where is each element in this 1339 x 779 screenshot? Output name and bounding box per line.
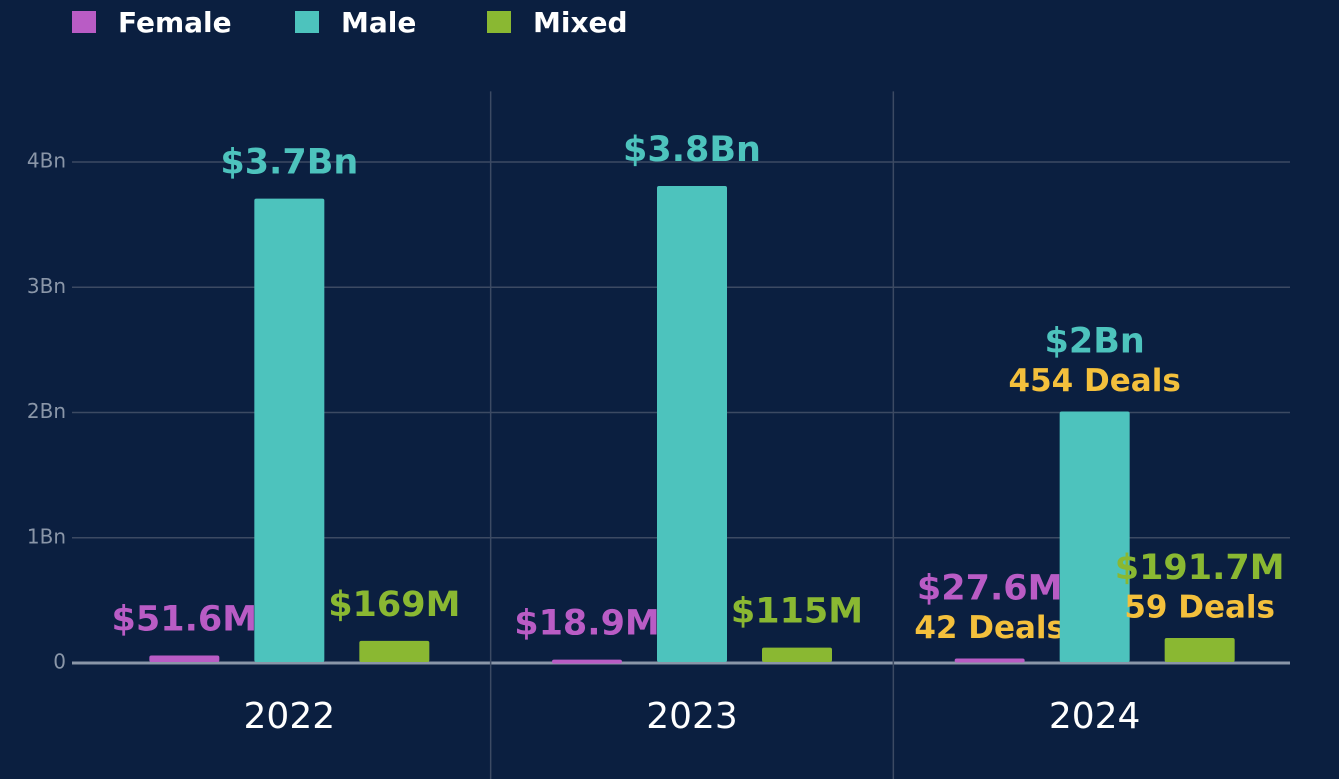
value-label: $27.6M bbox=[917, 569, 1063, 609]
legend-swatch bbox=[72, 11, 96, 33]
value-label: $2Bn bbox=[1045, 322, 1145, 362]
value-label: $3.7Bn bbox=[220, 143, 358, 183]
value-label: $3.8Bn bbox=[623, 130, 761, 170]
y-tick-label: 2Bn bbox=[27, 399, 66, 423]
y-tick-label: 3Bn bbox=[27, 274, 66, 298]
y-tick-label: 1Bn bbox=[27, 524, 66, 548]
bar bbox=[149, 655, 220, 662]
x-tick-label: 2022 bbox=[244, 696, 336, 737]
y-tick-label: 0 bbox=[53, 650, 66, 674]
value-label: $169M bbox=[328, 585, 460, 625]
value-label: $191.7M bbox=[1115, 548, 1285, 588]
bar bbox=[954, 658, 1025, 663]
legend-label: Female bbox=[118, 6, 232, 39]
bar bbox=[1164, 637, 1235, 662]
x-tick-label: 2023 bbox=[646, 696, 738, 737]
legend-swatch bbox=[487, 11, 511, 33]
x-tick-label: 2024 bbox=[1049, 696, 1141, 737]
bar bbox=[359, 640, 430, 662]
value-label: $51.6M bbox=[112, 600, 258, 640]
deal-label: 59 Deals bbox=[1124, 589, 1275, 625]
value-label: $115M bbox=[731, 592, 863, 632]
legend-label: Male bbox=[341, 6, 416, 39]
bar bbox=[762, 647, 832, 662]
deal-label: 454 Deals bbox=[1009, 363, 1181, 399]
bar bbox=[1059, 411, 1130, 662]
bar bbox=[552, 659, 622, 664]
value-label: $18.9M bbox=[514, 604, 660, 644]
legend-swatch bbox=[295, 11, 319, 33]
deal-label: 42 Deals bbox=[914, 610, 1065, 646]
legend-label: Mixed bbox=[533, 6, 628, 39]
bar bbox=[657, 186, 727, 663]
y-tick-label: 4Bn bbox=[27, 149, 66, 173]
bar bbox=[254, 198, 325, 662]
